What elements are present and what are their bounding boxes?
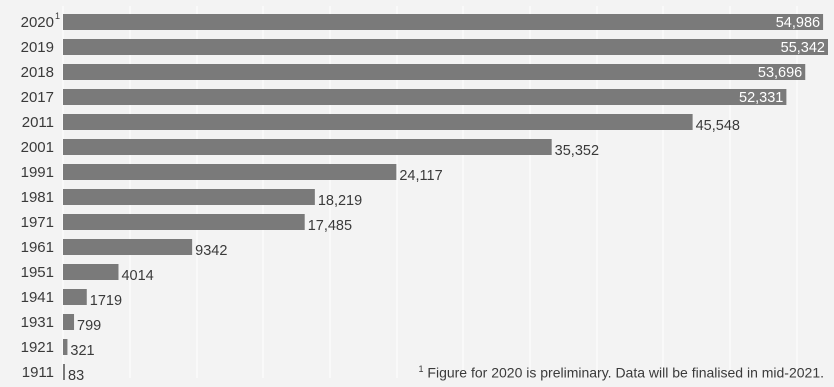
footnote: 1 Figure for 2020 is preliminary. Data w…: [419, 364, 825, 381]
data-label: 17,485: [308, 218, 352, 234]
data-label: 53,696: [758, 65, 802, 81]
bar: [63, 264, 119, 280]
footnote-mark: 1: [418, 364, 424, 375]
data-label: 83: [68, 368, 84, 384]
tick-label: 2019: [21, 39, 54, 56]
tick-label-mark: 1: [55, 11, 60, 21]
data-label: 54,986: [776, 15, 820, 31]
tick-label: 2011: [22, 114, 54, 131]
data-label: 321: [70, 343, 94, 359]
data-label: 799: [77, 318, 101, 334]
bar: [63, 39, 828, 55]
bar: [63, 339, 68, 355]
tick-label: 1971: [21, 214, 54, 231]
tick-label: 1911: [22, 364, 54, 381]
bar: [63, 364, 65, 380]
tick-label: 1941: [21, 289, 54, 306]
tick-label: 2018: [21, 64, 54, 81]
tick-label: 1931: [21, 314, 54, 331]
bar: [63, 14, 824, 30]
data-label: 4014: [121, 268, 153, 284]
tick-label: 2017: [21, 89, 54, 106]
data-label: 18,219: [318, 193, 362, 209]
tick-label: 1981: [21, 189, 54, 206]
data-label: 55,342: [781, 40, 825, 56]
bar: [63, 114, 693, 130]
bar: [63, 239, 193, 255]
bar: [63, 314, 75, 330]
footnote-text: Figure for 2020 is preliminary. Data wil…: [427, 365, 824, 381]
bar: [63, 139, 552, 155]
tick-label: 1921: [21, 339, 54, 356]
data-label: 9342: [195, 243, 227, 259]
tick-label: 1951: [21, 264, 54, 281]
tick-label: 1991: [21, 164, 54, 181]
data-label: 24,117: [399, 168, 442, 184]
tick-label: 2001: [21, 139, 54, 156]
bar: [63, 214, 305, 230]
bar: [63, 64, 806, 80]
bar: [63, 189, 315, 205]
data-label: 35,352: [555, 143, 599, 159]
bar: [63, 89, 787, 105]
data-label: 52,331: [739, 90, 783, 106]
bar: [63, 164, 397, 180]
bar: [63, 289, 87, 305]
data-label: 1719: [90, 293, 122, 309]
tick-label: 1961: [21, 239, 54, 256]
data-label: 45,548: [696, 118, 740, 134]
tick-label: 2020: [21, 14, 54, 31]
